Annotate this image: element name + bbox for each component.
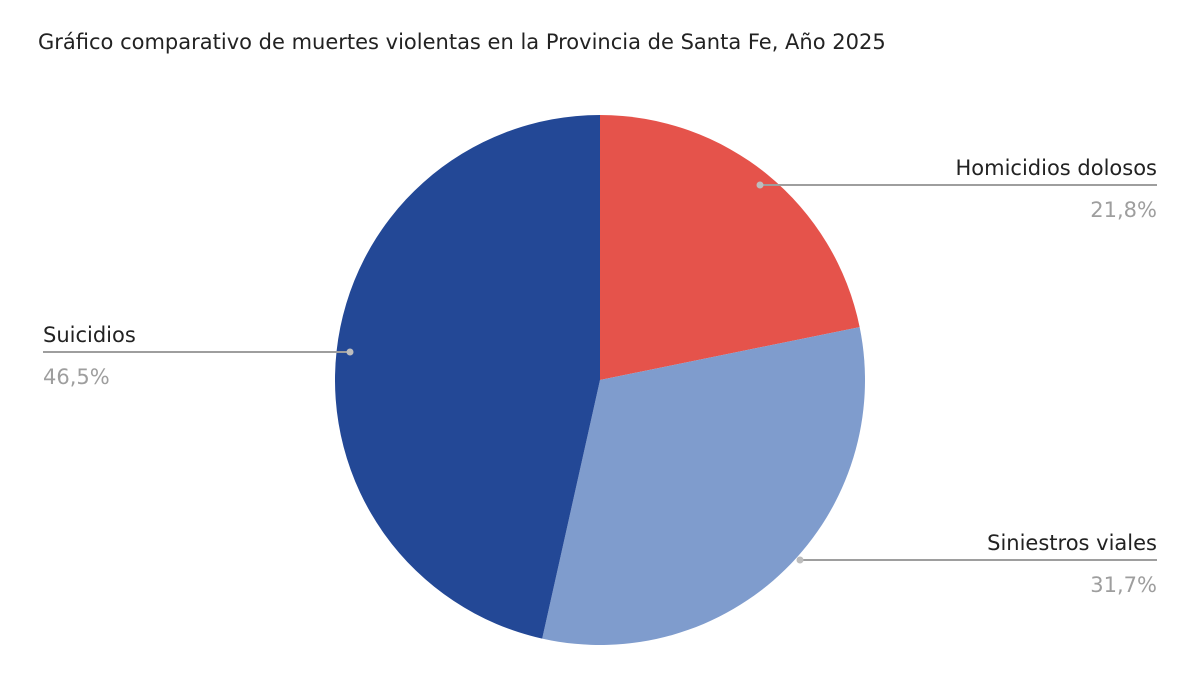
slice-label: Homicidios dolosos (955, 156, 1157, 180)
slice-label: Suicidios (43, 323, 136, 347)
pie-slice-1 (542, 327, 865, 645)
chart-title: Gráfico comparativo de muertes violentas… (38, 30, 886, 54)
pie-slice-2 (335, 115, 600, 639)
slice-label: Siniestros viales (987, 531, 1157, 555)
leader-dot (796, 556, 804, 564)
slice-value-label: 46,5% (43, 365, 110, 389)
slice-value-label: 31,7% (1090, 573, 1157, 597)
leader-dot (756, 181, 764, 189)
slice-value-label: 21,8% (1090, 198, 1157, 222)
pie-slice-0 (600, 115, 860, 380)
leader-dot (346, 348, 354, 356)
